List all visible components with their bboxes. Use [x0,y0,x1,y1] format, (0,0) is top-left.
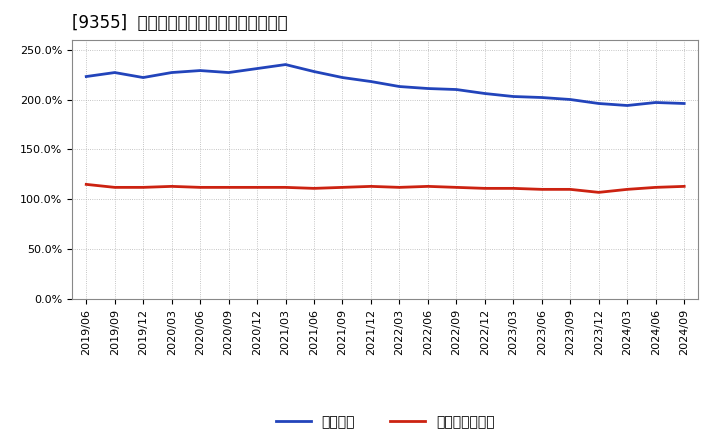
固定比率 [623,103,631,108]
固定長期適合率 [253,185,261,190]
固定長期適合率 [680,184,688,189]
固定比率 [167,70,176,75]
固定比率 [423,86,432,91]
固定長期適合率 [167,184,176,189]
固定比率 [537,95,546,100]
固定長期適合率 [480,186,489,191]
固定比率 [310,69,318,74]
固定長期適合率 [139,185,148,190]
固定長期適合率 [310,186,318,191]
固定比率 [338,75,347,80]
固定比率 [595,101,603,106]
固定比率 [196,68,204,73]
固定長期適合率 [338,185,347,190]
固定長期適合率 [282,185,290,190]
固定比率 [680,101,688,106]
固定比率 [652,100,660,105]
固定長期適合率 [623,187,631,192]
Line: 固定長期適合率: 固定長期適合率 [86,184,684,192]
固定比率 [225,70,233,75]
固定長期適合率 [82,182,91,187]
固定長期適合率 [196,185,204,190]
Text: [9355]  固定比率、固定長期適合率の推移: [9355] 固定比率、固定長期適合率の推移 [72,15,287,33]
固定長期適合率 [537,187,546,192]
固定長期適合率 [366,184,375,189]
Line: 固定比率: 固定比率 [86,65,684,106]
固定比率 [452,87,461,92]
固定比率 [82,74,91,79]
固定長期適合率 [566,187,575,192]
固定長期適合率 [225,185,233,190]
固定長期適合率 [652,185,660,190]
固定比率 [110,70,119,75]
固定比率 [480,91,489,96]
固定長期適合率 [595,190,603,195]
固定比率 [253,66,261,71]
固定比率 [366,79,375,84]
固定長期適合率 [423,184,432,189]
固定比率 [509,94,518,99]
固定比率 [139,75,148,80]
固定比率 [282,62,290,67]
固定比率 [566,97,575,102]
固定比率 [395,84,404,89]
固定長期適合率 [509,186,518,191]
固定長期適合率 [452,185,461,190]
固定長期適合率 [395,185,404,190]
Legend: 固定比率, 固定長期適合率: 固定比率, 固定長期適合率 [276,415,495,429]
固定長期適合率 [110,185,119,190]
